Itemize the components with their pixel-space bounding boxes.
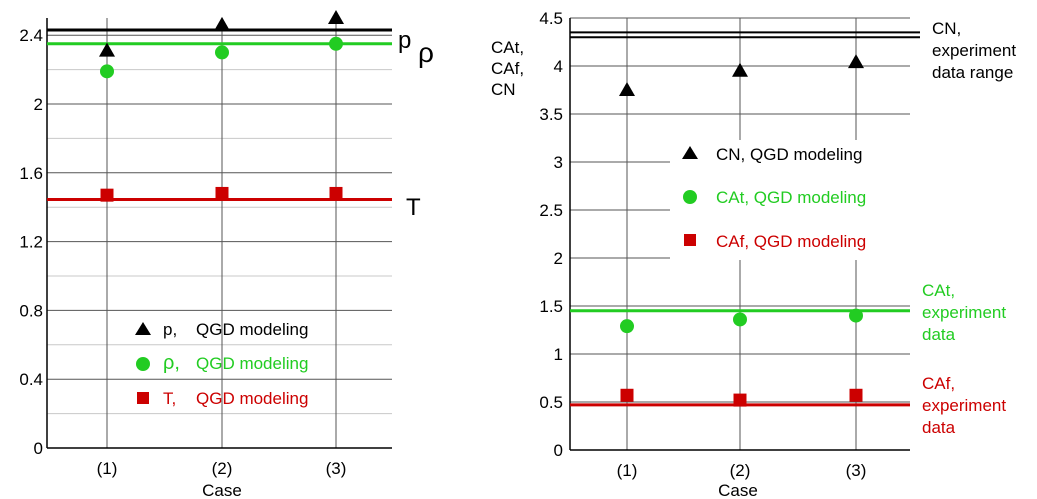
right-legend-marker-caf <box>684 234 696 246</box>
right-y-ticks: 0 0.5 1 1.5 2 2.5 3 3.5 4 4.5 <box>539 9 563 460</box>
data-point-triangle <box>732 62 748 77</box>
left-x-ticks: (1) (2) (3) <box>97 459 347 478</box>
right-y-axis-label-line-1: CAt, <box>491 38 524 57</box>
right-ref-label-cn: CN, experiment data range <box>932 19 1016 82</box>
left-ref-label-t: T <box>406 194 421 221</box>
y-tick-label: 2.4 <box>19 26 43 45</box>
x-tick-label: (3) <box>326 459 347 478</box>
right-legend-marker-cat <box>683 190 697 204</box>
left-legend-label-rho: ρ, <box>163 352 180 374</box>
y-tick-label: 0.5 <box>539 393 563 412</box>
right-ref-label-caf-line-2: experiment <box>922 396 1006 415</box>
right-ref-label-cn-line-2: experiment <box>932 41 1016 60</box>
right-legend: CN, QGD modeling CAt, QGD modeling CAf, … <box>670 140 920 260</box>
left-grid <box>46 18 392 449</box>
right-ref-label-cn-line-1: CN, <box>932 19 961 38</box>
y-tick-label: 1.6 <box>19 164 43 183</box>
data-point-triangle <box>848 54 864 69</box>
left-y-ticks: 0 0.4 0.8 1.2 1.6 2 2.4 <box>19 26 43 458</box>
data-point-square <box>100 188 114 202</box>
left-legend-label-p: p, <box>163 320 177 339</box>
left-chart: 0 0.4 0.8 1.2 1.6 2 2.4 (1) (2) (3) Case p ρ T p… <box>19 10 434 499</box>
left-legend-text-rho: QGD modeling <box>196 354 308 373</box>
y-tick-label: 3.5 <box>539 105 563 124</box>
left-legend-text-t: QGD modeling <box>196 389 308 408</box>
data-point-square <box>733 393 747 407</box>
data-point-square <box>620 388 634 402</box>
right-ref-label-cat-line-3: data <box>922 325 956 344</box>
y-tick-label: 4.5 <box>539 9 563 28</box>
right-legend-label-cn: CN, QGD modeling <box>716 145 862 164</box>
data-point-circle <box>215 45 229 60</box>
right-chart: 0 0.5 1 1.5 2 2.5 3 3.5 4 4.5 (1) (2) (3) Case CAt,… <box>491 9 1016 499</box>
x-tick-label: (2) <box>730 461 751 480</box>
data-point-triangle <box>619 82 635 96</box>
data-point-square <box>849 388 863 402</box>
y-tick-label: 1.2 <box>19 233 43 252</box>
data-point-circle <box>100 64 114 79</box>
right-ref-label-cn-line-3: data range <box>932 63 1013 82</box>
y-tick-label: 0 <box>554 441 563 460</box>
data-point-square <box>329 186 343 200</box>
data-point-triangle <box>328 10 344 24</box>
right-ref-label-cat-line-2: experiment <box>922 303 1006 322</box>
data-point-triangle <box>214 16 230 31</box>
right-legend-label-caf: CAf, QGD modeling <box>716 232 866 251</box>
left-x-axis-label: Case <box>202 481 242 499</box>
left-ref-label-p: p <box>398 27 411 54</box>
y-tick-label: 1 <box>554 345 563 364</box>
right-legend-background <box>670 140 920 260</box>
y-tick-label: 0 <box>34 439 43 458</box>
right-y-axis-label: CAt, CAf, CN <box>491 38 524 99</box>
left-legend: p, QGD modeling ρ, QGD modeling T, QGD m… <box>135 320 308 408</box>
data-point-circle <box>733 312 747 327</box>
left-ref-label-rho: ρ <box>418 37 434 68</box>
x-tick-label: (2) <box>212 459 233 478</box>
y-tick-label: 2.5 <box>539 201 563 220</box>
y-tick-label: 0.8 <box>19 301 43 320</box>
right-ref-label-cat-line-1: CAt, <box>922 281 955 300</box>
data-point-square <box>215 186 229 200</box>
right-x-ticks: (1) (2) (3) <box>617 461 867 480</box>
left-legend-marker-p <box>135 322 151 335</box>
right-legend-label-cat: CAt, QGD modeling <box>716 188 866 207</box>
right-ref-label-caf-line-1: CAf, <box>922 374 955 393</box>
right-legend-marker-cn <box>682 146 698 159</box>
x-tick-label: (3) <box>846 461 867 480</box>
y-tick-label: 1.5 <box>539 297 563 316</box>
x-tick-label: (1) <box>97 459 118 478</box>
y-tick-label: 0.4 <box>19 370 43 389</box>
left-legend-text-p: QGD modeling <box>196 320 308 339</box>
data-point-circle <box>849 308 863 323</box>
y-tick-label: 2 <box>554 249 563 268</box>
left-data-points <box>99 10 344 202</box>
right-y-axis-label-line-2: CAf, <box>491 59 524 78</box>
x-tick-label: (1) <box>617 461 638 480</box>
data-point-circle <box>620 319 634 334</box>
y-tick-label: 2 <box>34 95 43 114</box>
right-data-points <box>619 54 864 407</box>
right-ref-label-caf-line-3: data <box>922 418 956 437</box>
left-legend-marker-rho <box>136 357 150 371</box>
left-legend-label-t: T, <box>163 389 176 408</box>
right-ref-label-cat: CAt, experiment data <box>922 281 1006 344</box>
y-tick-label: 3 <box>554 153 563 172</box>
data-point-circle <box>329 36 343 51</box>
right-y-axis-label-line-3: CN <box>491 80 516 99</box>
left-legend-marker-t <box>137 392 149 404</box>
data-point-triangle <box>99 42 115 57</box>
right-x-axis-label: Case <box>718 481 758 499</box>
right-ref-label-caf: CAf, experiment data <box>922 374 1006 437</box>
y-tick-label: 4 <box>554 57 563 76</box>
